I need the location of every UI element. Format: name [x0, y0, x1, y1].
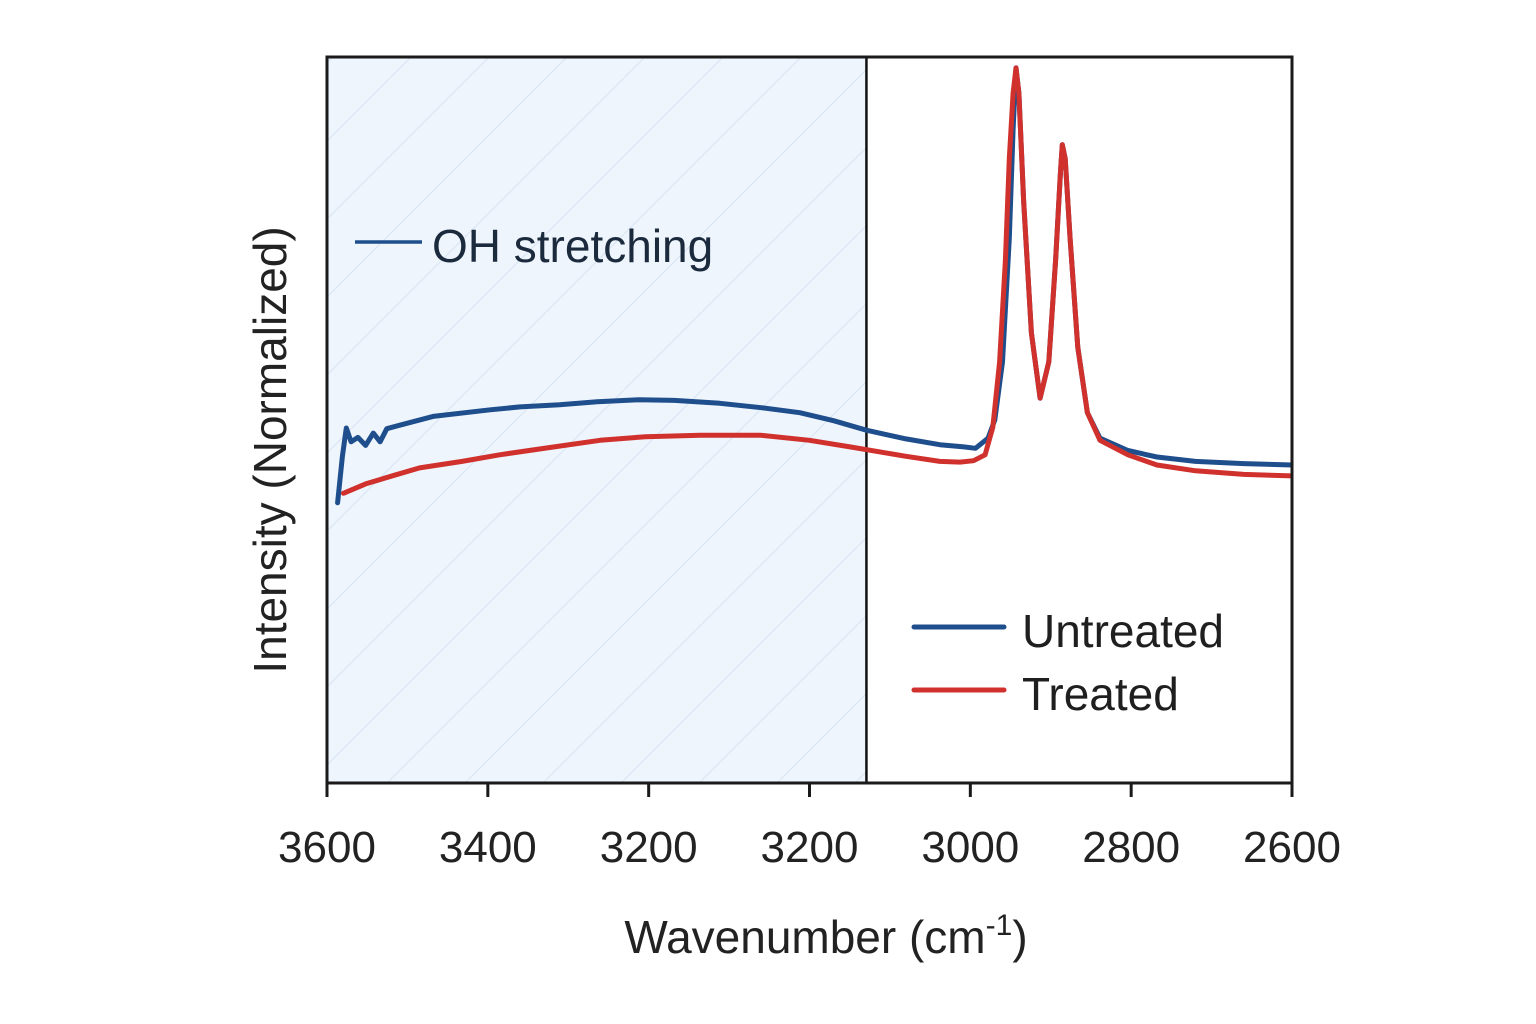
oh-stretching-region — [327, 57, 867, 783]
x-tick-label: 2600 — [1243, 823, 1341, 872]
x-tick-label: 3000 — [921, 823, 1019, 872]
legend-label-untreated: Untreated — [1022, 605, 1224, 657]
x-axis-ticks — [325, 783, 1294, 797]
x-axis-label: Wavenumber (cm-1) — [624, 909, 1027, 963]
x-axis-label-superscript: -1 — [986, 909, 1013, 942]
series-line-treated — [340, 65, 1292, 496]
annotation-text: OH stretching — [432, 220, 713, 272]
y-axis-label: Intensity (Normalized) — [244, 226, 296, 673]
x-tick-label: 3200 — [761, 823, 859, 872]
x-tick-label: 3400 — [439, 823, 537, 872]
legend: Untreated Treated — [911, 605, 1224, 720]
series-layer — [335, 65, 1292, 506]
legend-label-treated: Treated — [1022, 668, 1179, 720]
x-axis-tick-labels: 3600 3400 3200 3200 3000 2800 2600 — [278, 823, 1341, 872]
oh-stretching-annotation: OH stretching — [355, 220, 713, 272]
x-axis-label-suffix: ) — [1012, 911, 1027, 963]
x-axis-label-main: Wavenumber (cm — [624, 911, 985, 963]
shaded-region-hatch — [327, 57, 867, 783]
x-tick-label: 2800 — [1082, 823, 1180, 872]
x-tick-label: 3600 — [278, 823, 376, 872]
x-tick-label: 3200 — [600, 823, 698, 872]
